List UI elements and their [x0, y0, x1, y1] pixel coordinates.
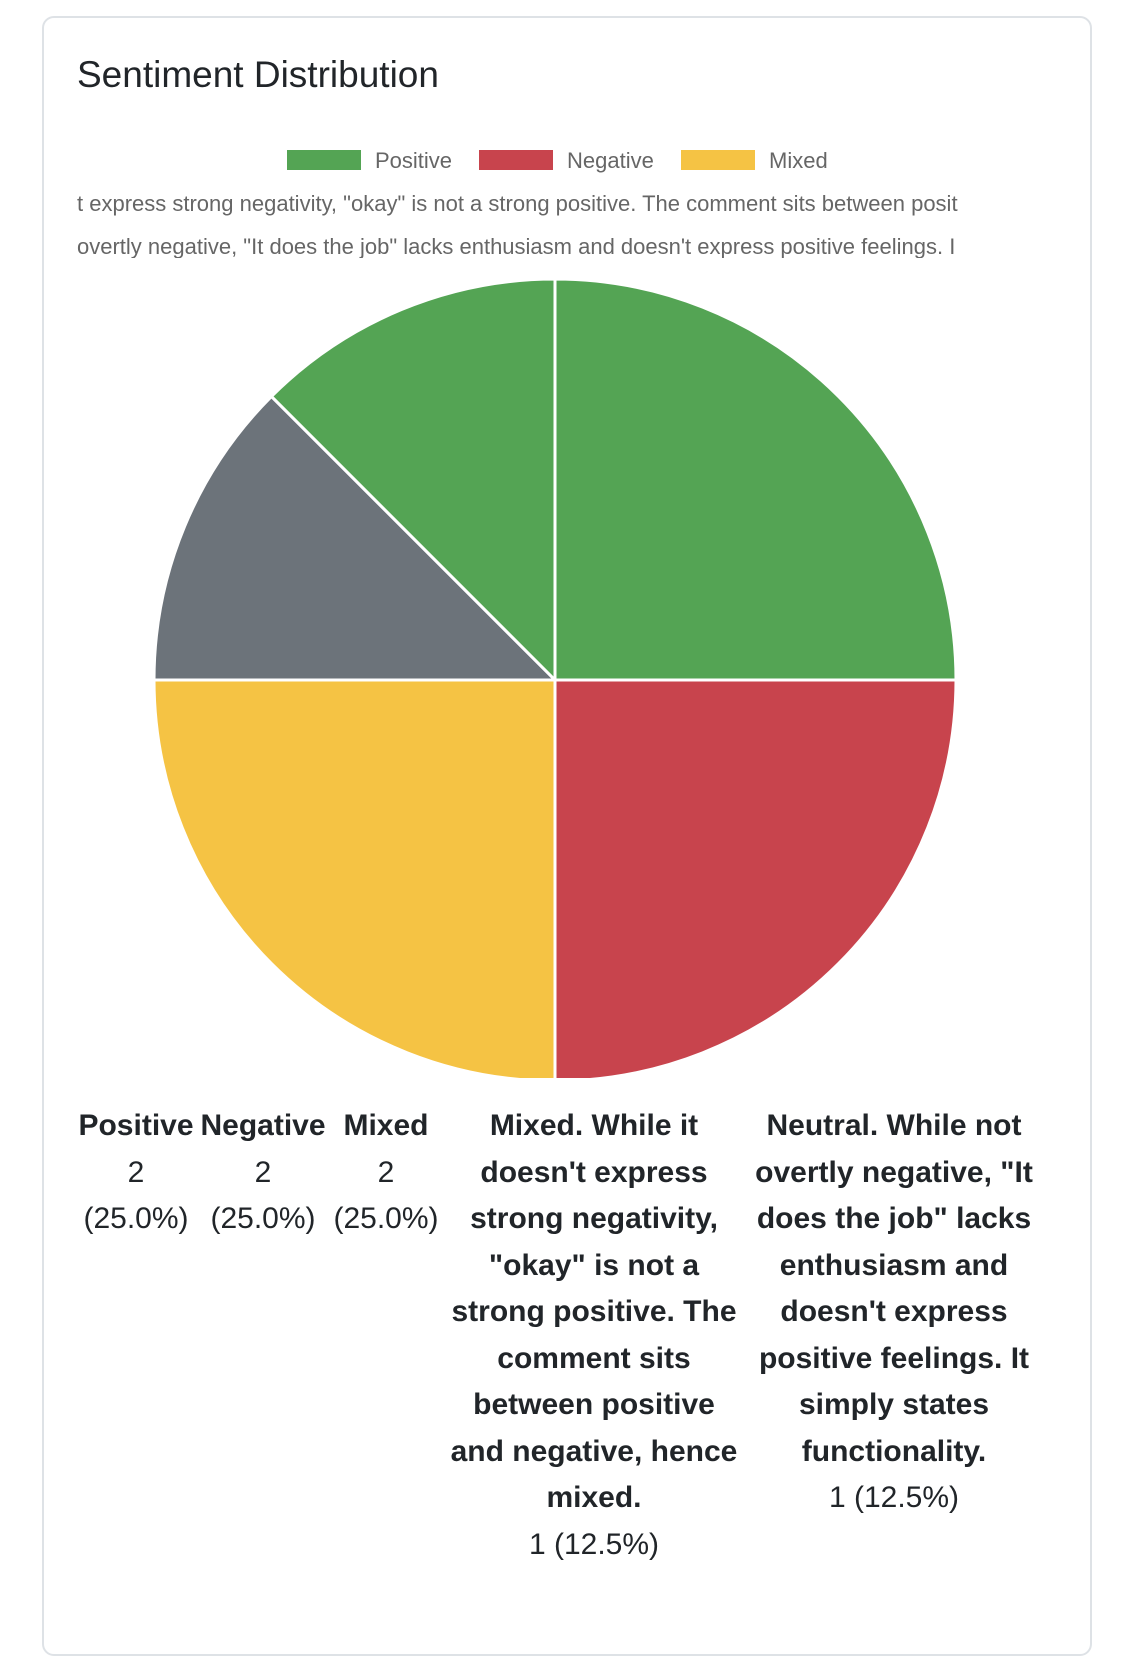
legend-overflow-line[interactable]: overtly negative, "It does the job" lack…: [77, 234, 955, 259]
pie-slice-3[interactable]: [152, 394, 557, 682]
legend-overflow-line[interactable]: t express strong negativity, "okay" is n…: [77, 191, 958, 216]
stat-label: Negative: [200, 1109, 326, 1142]
stat-value: 2 (25.0%): [210, 1155, 316, 1236]
stat-value: 1 (12.5%): [528, 1527, 660, 1561]
legend-swatch-positive[interactable]: [287, 150, 361, 170]
legend-label-negative[interactable]: Negative: [567, 148, 654, 173]
stat-negative: Negative 2 (25.0%): [195, 1103, 331, 1243]
pie-slice-2[interactable]: [152, 678, 557, 1078]
pie-slice-0[interactable]: [553, 277, 958, 682]
pie-chart-svg: Positive Negative Mixed t express strong n…: [77, 148, 958, 1078]
stat-neutral-comment: Neutral. While not overtly negative, "It…: [749, 1103, 1039, 1522]
stat-mixed: Mixed 2 (25.0%): [331, 1103, 441, 1243]
legend-label-mixed[interactable]: Mixed: [769, 148, 828, 173]
pie-chart: Positive Negative Mixed t express strong n…: [77, 118, 1035, 1078]
stat-label: Mixed: [343, 1109, 429, 1142]
stat-value: 2 (25.0%): [333, 1155, 439, 1236]
stat-label: Positive: [78, 1109, 194, 1142]
pie-slices: [152, 277, 958, 1078]
legend-swatch-negative[interactable]: [479, 150, 553, 170]
stat-label: Mixed. While it doesn't express strong n…: [450, 1109, 738, 1514]
sentiment-card: Sentiment Distribution Positive Negative M…: [42, 16, 1092, 1656]
stat-mixed-comment: Mixed. While it doesn't express strong n…: [443, 1103, 745, 1568]
pie-slice-4[interactable]: [269, 277, 557, 682]
stats-row: Positive 2 (25.0%) Negative 2 (25.0%) Mi…: [77, 1103, 1035, 1603]
stat-positive: Positive 2 (25.0%): [77, 1103, 195, 1243]
card-title: Sentiment Distribution: [77, 54, 439, 95]
chart-legend: Positive Negative Mixed: [287, 148, 828, 173]
stat-value: 1 (12.5%): [828, 1481, 960, 1514]
stat-value: 2 (25.0%): [83, 1155, 189, 1236]
legend-overflow: t express strong negativity, "okay" is n…: [77, 191, 958, 259]
legend-label-positive[interactable]: Positive: [375, 148, 452, 173]
stat-label: Neutral. While not overtly negative, "It…: [755, 1109, 1033, 1468]
legend-swatch-mixed[interactable]: [681, 150, 755, 170]
pie-slice-1[interactable]: [553, 678, 958, 1078]
